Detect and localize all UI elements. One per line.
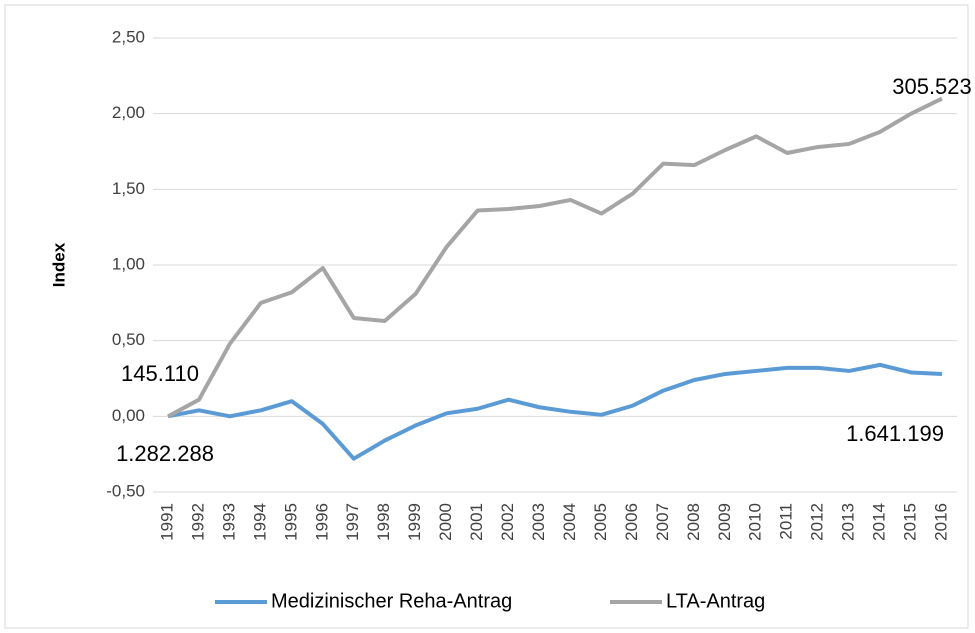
- y-tick-label: 0,50: [112, 330, 145, 349]
- x-tick-label: 2002: [498, 503, 517, 541]
- x-tick-label: 2012: [808, 503, 827, 541]
- x-tick-label: 1991: [157, 503, 176, 541]
- legend-label: LTA-Antrag: [666, 590, 765, 612]
- x-tick-label: 2004: [560, 503, 579, 541]
- x-tick-label: 1992: [188, 503, 207, 541]
- x-tick-label: 2016: [931, 503, 950, 541]
- x-tick-label: 1999: [405, 503, 424, 541]
- y-tick-label: 1,50: [112, 179, 145, 198]
- x-tick-label: 2008: [684, 503, 703, 541]
- x-tick-label: 2013: [839, 503, 858, 541]
- x-tick-label: 2007: [653, 503, 672, 541]
- x-tick-label: 1993: [219, 503, 238, 541]
- x-tick-label: 2001: [467, 503, 486, 541]
- y-tick-label: 1,00: [112, 254, 145, 273]
- annotation: 145.110: [121, 361, 199, 386]
- x-tick-label: 1994: [250, 503, 269, 541]
- x-tick-label: 2014: [870, 503, 889, 541]
- x-tick-label: 2006: [622, 503, 641, 541]
- x-tick-label: 1998: [374, 503, 393, 541]
- y-axis-label: Index: [49, 242, 68, 287]
- x-tick-label: 2005: [591, 503, 610, 541]
- x-tick-label: 2010: [746, 503, 765, 541]
- x-tick-label: 1997: [343, 503, 362, 541]
- x-tick-label: 1996: [312, 503, 331, 541]
- legend-label: Medizinischer Reha-Antrag: [271, 590, 512, 612]
- x-tick-label: 2009: [715, 503, 734, 541]
- y-tick-label: 2,00: [112, 103, 145, 122]
- x-tick-label: 2015: [901, 503, 920, 541]
- annotation: 305.523: [892, 74, 972, 99]
- annotation: 1.641.199: [846, 421, 944, 446]
- y-tick-label: -0,50: [106, 481, 145, 500]
- series-line: [167, 96, 943, 419]
- y-tick-label: 0,00: [112, 406, 145, 425]
- annotation: 1.282.288: [116, 441, 214, 466]
- x-tick-label: 2000: [436, 503, 455, 541]
- chart-border: [4, 4, 969, 629]
- series-line: [167, 362, 943, 461]
- x-tick-label: 2003: [529, 503, 548, 541]
- x-tick-label: 2011: [777, 503, 796, 540]
- y-tick-label: 2,50: [112, 27, 145, 46]
- x-tick-label: 1995: [281, 503, 300, 541]
